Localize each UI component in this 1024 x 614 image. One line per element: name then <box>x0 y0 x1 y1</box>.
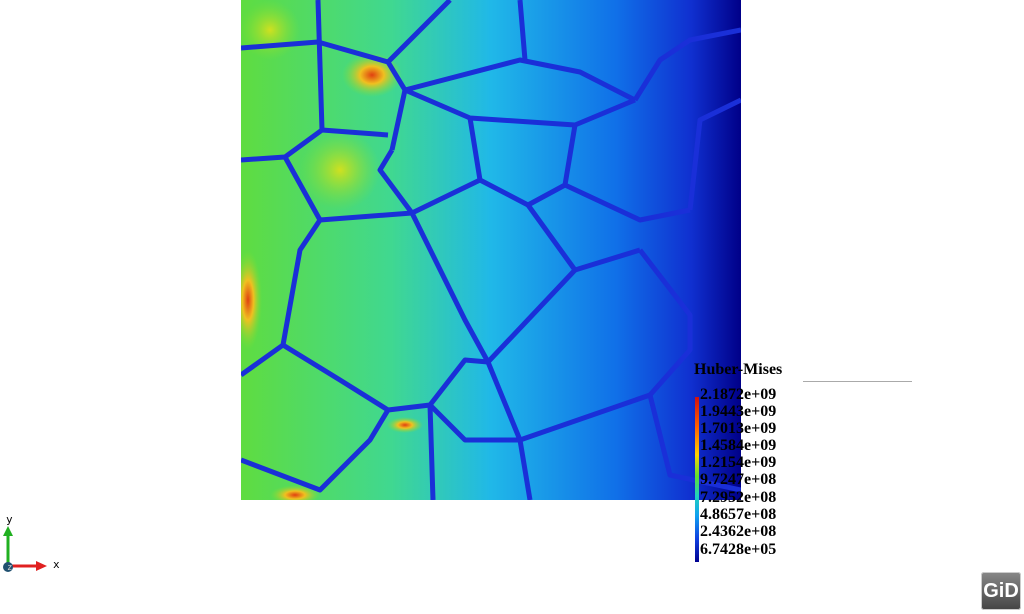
legend-label: 2.1872e+09 <box>700 386 777 403</box>
field-background <box>241 0 741 500</box>
warm-region <box>241 0 300 60</box>
warm-region <box>300 130 380 210</box>
legend-label: 4.8657e+08 <box>700 506 777 523</box>
legend-label: 9.7247e+08 <box>700 471 777 488</box>
legend-label: 1.9443e+09 <box>700 403 777 420</box>
legend-label: 7.2952e+08 <box>700 489 777 506</box>
legend-divider <box>803 381 912 382</box>
hot-spot <box>241 250 262 350</box>
hot-spot <box>270 485 320 500</box>
legend-label: 1.4584e+09 <box>700 437 777 454</box>
hot-spot <box>387 417 423 433</box>
stress-contour-plot[interactable] <box>241 0 741 500</box>
legend-label: 1.7013e+09 <box>700 420 777 437</box>
y-axis-label: y <box>6 513 13 526</box>
grain-boundaries <box>241 0 741 500</box>
x-axis-label: x <box>53 558 60 571</box>
legend-label: 1.2154e+09 <box>700 454 777 471</box>
gid-logo: GiD <box>981 572 1021 610</box>
legend-title: Huber-Mises <box>694 361 783 378</box>
legend-label: 2.4362e+08 <box>700 523 777 540</box>
legend-colorbar <box>695 397 699 562</box>
z-axis-label: z <box>7 563 12 573</box>
axes-triad-icon: y x z <box>3 513 60 573</box>
legend-label: 6.7428e+05 <box>700 541 777 558</box>
